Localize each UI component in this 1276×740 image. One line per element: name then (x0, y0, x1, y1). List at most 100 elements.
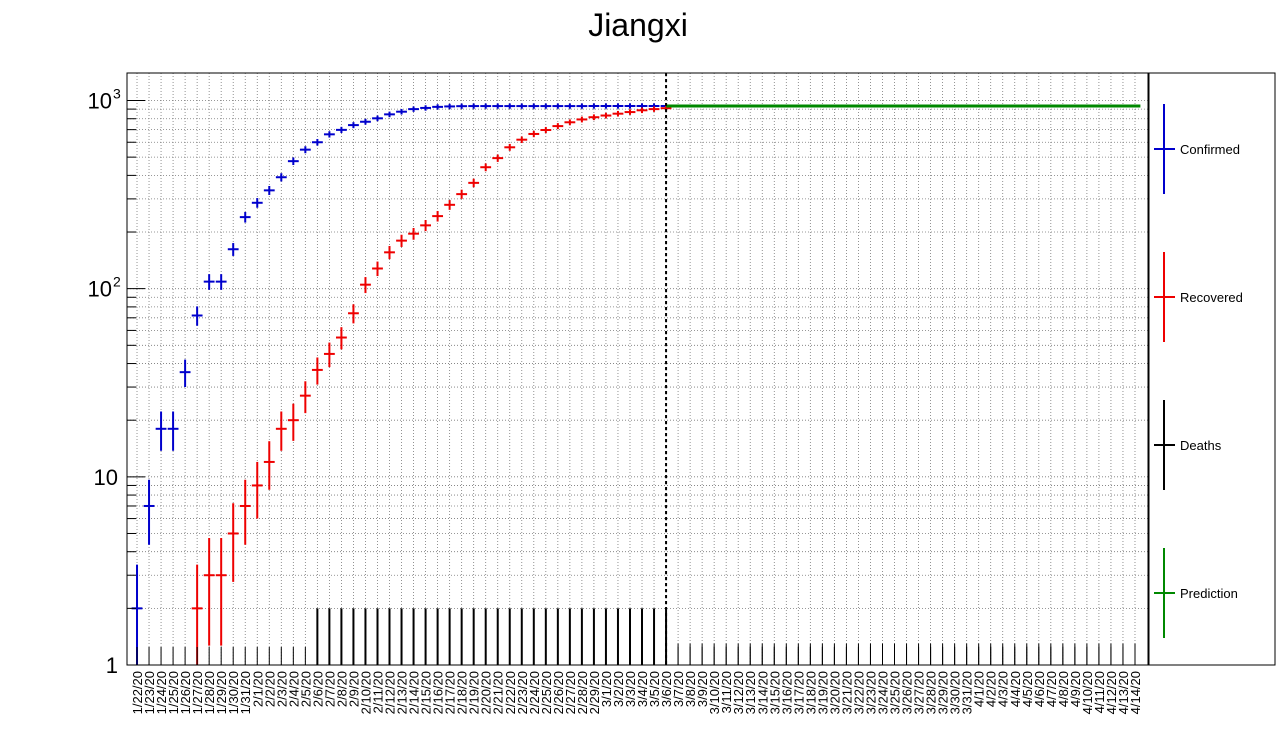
x-tick-label: 2/10/20 (358, 671, 373, 714)
x-tick-label: 4/11/20 (1092, 671, 1107, 713)
y-tick-label: 10 (94, 465, 118, 490)
x-tick-label: 2/23/20 (515, 671, 530, 714)
legend-entry-confirmed: Confirmed (1154, 104, 1240, 194)
x-tick-label: 4/4/20 (1008, 671, 1023, 707)
x-axis: 1/22/201/23/201/24/201/25/201/26/201/27/… (130, 647, 1143, 714)
legend-entry-deaths: Deaths (1154, 400, 1222, 490)
legend-label: Recovered (1180, 290, 1243, 305)
x-tick-label: 2/13/20 (395, 671, 410, 714)
y-tick-label: 1 (106, 653, 118, 678)
x-tick-label: 1/29/20 (214, 671, 229, 714)
x-tick-label: 2/11/20 (370, 671, 385, 713)
x-tick-label: 3/4/20 (635, 671, 650, 707)
x-tick-label: 2/28/20 (575, 671, 590, 714)
x-tick-label: 4/13/20 (1116, 671, 1131, 714)
x-tick-label: 4/12/20 (1104, 671, 1119, 714)
x-tick-label: 2/26/20 (551, 671, 566, 714)
x-tick-label: 1/30/20 (226, 671, 241, 714)
x-tick-label: 3/9/20 (695, 671, 710, 707)
x-tick-label: 3/25/20 (888, 671, 903, 714)
x-tick-label: 1/27/20 (190, 671, 205, 714)
series-deaths (316, 608, 668, 665)
legend-label: Prediction (1180, 586, 1238, 601)
legend-label: Confirmed (1180, 142, 1240, 157)
x-tick-label: 4/3/20 (996, 671, 1011, 707)
x-tick-label: 3/13/20 (743, 671, 758, 714)
x-tick-label: 3/8/20 (683, 671, 698, 707)
x-tick-label: 2/1/20 (250, 671, 265, 707)
x-tick-label: 2/22/20 (503, 671, 518, 714)
x-tick-label: 4/7/20 (1044, 671, 1059, 707)
x-tick-label: 3/21/20 (839, 671, 854, 714)
x-tick-label: 3/30/20 (948, 671, 963, 714)
x-tick-label: 2/14/20 (407, 671, 422, 714)
x-tick-label: 1/24/20 (154, 671, 169, 714)
x-tick-label: 3/11/20 (719, 671, 734, 713)
plot-data (131, 73, 1141, 665)
plot-frame (126, 72, 1149, 666)
x-tick-label: 3/3/20 (623, 671, 638, 707)
x-tick-label: 2/6/20 (310, 671, 325, 707)
legend: Confirmed Recovered Deaths Prediction (1154, 104, 1243, 638)
legend-entry-recovered: Recovered (1154, 252, 1243, 342)
x-tick-label: 3/17/20 (791, 671, 806, 714)
chart-title: Jiangxi (588, 7, 688, 43)
x-tick-label: 3/10/20 (707, 671, 722, 714)
x-tick-label: 3/28/20 (924, 671, 939, 714)
x-tick-label: 3/23/20 (863, 671, 878, 714)
x-tick-label: 3/24/20 (875, 671, 890, 714)
x-tick-label: 1/23/20 (142, 671, 157, 714)
legend-label: Deaths (1180, 438, 1222, 453)
x-tick-label: 3/1/20 (599, 671, 614, 707)
x-tick-label: 3/15/20 (767, 671, 782, 714)
y-tick-label: 10 (88, 277, 112, 302)
x-tick-label: 3/31/20 (960, 671, 975, 714)
grid (127, 73, 1148, 666)
x-tick-label: 3/18/20 (803, 671, 818, 714)
x-tick-label: 4/9/20 (1068, 671, 1083, 707)
x-tick-label: 2/27/20 (563, 671, 578, 714)
x-tick-label: 2/25/20 (539, 671, 554, 714)
x-tick-label: 2/20/20 (479, 671, 494, 714)
x-tick-label: 4/14/20 (1128, 671, 1143, 714)
x-tick-label: 2/3/20 (274, 671, 289, 707)
x-tick-label: 2/15/20 (419, 671, 434, 714)
x-tick-label: 2/17/20 (443, 671, 458, 714)
x-tick-label: 3/20/20 (827, 671, 842, 714)
x-tick-label: 2/2/20 (262, 671, 277, 707)
x-tick-label: 3/5/20 (647, 671, 662, 707)
series-prediction (666, 104, 1141, 665)
x-tick-label: 4/2/20 (984, 671, 999, 707)
x-tick-label: 1/31/20 (238, 671, 253, 714)
x-tick-label: 4/1/20 (972, 671, 987, 707)
y-tick-exponent: 3 (113, 85, 121, 101)
x-tick-label: 2/21/20 (491, 671, 506, 714)
x-tick-label: 2/9/20 (346, 671, 361, 707)
x-tick-label: 4/8/20 (1056, 671, 1071, 707)
x-tick-label: 2/24/20 (527, 671, 542, 714)
x-tick-label: 3/14/20 (755, 671, 770, 714)
x-tick-label: 2/12/20 (383, 671, 398, 714)
x-tick-label: 3/26/20 (900, 671, 915, 714)
x-tick-label: 3/16/20 (779, 671, 794, 714)
x-tick-label: 3/29/20 (936, 671, 951, 714)
x-tick-label: 4/10/20 (1080, 671, 1095, 714)
x-tick-label: 4/6/20 (1032, 671, 1047, 707)
x-tick-label: 3/27/20 (912, 671, 927, 714)
x-tick-label: 3/19/20 (815, 671, 830, 714)
x-tick-label: 1/28/20 (202, 671, 217, 714)
x-tick-label: 2/18/20 (455, 671, 470, 714)
x-tick-label: 3/2/20 (611, 671, 626, 707)
x-tick-label: 3/6/20 (659, 671, 674, 707)
x-tick-label: 2/4/20 (286, 671, 301, 707)
x-tick-label: 4/5/20 (1020, 671, 1035, 707)
y-tick-label: 10 (88, 88, 112, 113)
x-tick-label: 1/26/20 (178, 671, 193, 714)
x-tick-label: 3/7/20 (671, 671, 686, 707)
x-tick-label: 1/25/20 (166, 671, 181, 714)
legend-entry-prediction: Prediction (1154, 548, 1238, 638)
x-tick-label: 2/8/20 (334, 671, 349, 707)
x-tick-label: 2/16/20 (431, 671, 446, 714)
